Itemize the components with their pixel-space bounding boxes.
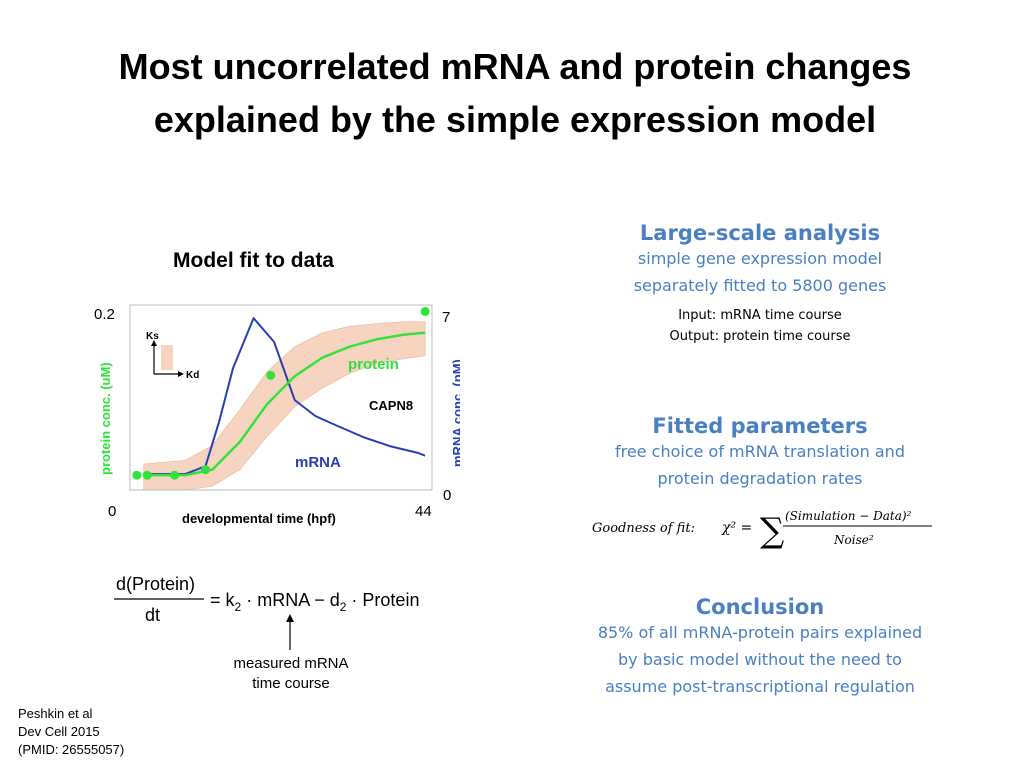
kd-label: Kd [186, 370, 199, 381]
protein-data-point [142, 470, 152, 480]
citation-pmid: (PMID: 26555057) [18, 742, 125, 757]
protein-data-point [201, 465, 210, 475]
plot-frame [129, 304, 433, 491]
large-scale-line-2: separately fitted to 5800 genes [633, 276, 887, 295]
conclusion-line-3: assume post-transcriptional regulation [605, 677, 915, 696]
kd-arrow-head [178, 371, 184, 377]
mrna-series-label: mRNA [295, 454, 341, 471]
y-right-max-label: 7 [442, 309, 450, 326]
y-left-max-label: 0.2 [94, 306, 115, 323]
rate-schematic: Ks Kd [146, 331, 199, 381]
protein-data-point [170, 470, 180, 480]
ks-label: Ks [146, 331, 159, 342]
model-fit-label: Model fit to data [173, 249, 334, 272]
conclusion-heading: Conclusion [695, 595, 825, 619]
large-scale-section: Large-scale analysis simple gene express… [560, 221, 960, 347]
conclusion-section: Conclusion 85% of all mRNA-protein pairs… [560, 595, 960, 700]
goodness-of-fit-formula: Goodness of fit: χ² = ∑ (Simulation − Da… [592, 509, 932, 551]
input-description: Input: mRNA time course [678, 308, 842, 323]
equation-mid: · mRNA − d [241, 590, 340, 610]
conclusion-line-1: 85% of all mRNA-protein pairs explained [597, 623, 923, 642]
mrna-pointer-arrow [286, 614, 294, 650]
protein-data-point [266, 370, 276, 380]
conclusion-line-2: by basic model without the need to [618, 650, 902, 669]
protein-data-point [132, 470, 142, 480]
citation: Peshkin et al Dev Cell 2015 (PMID: 26555… [18, 705, 124, 759]
x-max-label: 44 [415, 503, 432, 520]
output-description: Output: protein time course [669, 329, 851, 344]
citation-authors: Peshkin et al [18, 706, 93, 721]
protein-series-label: protein [348, 356, 399, 373]
citation-journal: Dev Cell 2015 [18, 724, 100, 739]
sum-symbol: ∑ [760, 511, 784, 551]
expression-model-equation: d(Protein) dt = k2 · mRNA − d2 · Protein [114, 574, 419, 625]
measured-mrna-note: measured mRNA time course [206, 654, 376, 694]
protein-confidence-band [143, 321, 426, 491]
y-right-axis-label: mRNA conc. (pM) [450, 359, 460, 467]
equation-k-sub: 2 [235, 600, 242, 614]
ks-arrow-head [151, 340, 157, 346]
model-fit-chart: 0.2 7 0 0 44 developmental time (hpf) pr… [94, 304, 460, 526]
rate-schematic-bar [161, 345, 173, 370]
gof-chi: χ² = [721, 520, 752, 536]
equation-k: = k [210, 590, 236, 610]
title-line-1: Most uncorrelated mRNA and protein chang… [118, 46, 912, 87]
large-scale-heading: Large-scale analysis [639, 221, 881, 245]
mrna-series-line [143, 317, 426, 476]
measured-mrna-line-1: measured mRNA [233, 655, 349, 672]
equation-rhs: = k2 · mRNA − d2 · Protein [210, 590, 419, 614]
gene-label: CAPN8 [369, 398, 413, 413]
equation-denominator-text: dt [145, 605, 160, 625]
title-line-2: explained by the simple expression model [153, 99, 877, 140]
protein-data-point [420, 306, 430, 316]
gof-label: Goodness of fit: [592, 521, 695, 536]
y-right-min-label: 0 [443, 487, 451, 504]
y-left-axis-label: protein conc. (uM) [98, 362, 113, 475]
equation-numerator: d(Protein) [116, 574, 195, 594]
gof-denominator: Noise² [833, 533, 874, 547]
fitted-parameters-line-1: free choice of mRNA translation and [615, 442, 905, 461]
gof-numerator: (Simulation − Data)² [785, 509, 912, 523]
slide-title: Most uncorrelated mRNA and protein chang… [40, 40, 990, 146]
equation-end: · Protein [346, 590, 419, 610]
equation-denominator: dt [145, 605, 160, 625]
fitted-parameters-line-2: protein degradation rates [657, 469, 863, 488]
large-scale-line-1: simple gene expression model [637, 249, 883, 268]
x-axis-label: developmental time (hpf) [182, 511, 336, 526]
x-min-label: 0 [108, 503, 116, 520]
fitted-parameters-heading: Fitted parameters [652, 414, 868, 438]
measured-mrna-line-2: time course [252, 675, 330, 692]
fitted-parameters-section: Fitted parameters free choice of mRNA tr… [560, 414, 960, 492]
equation-d-sub: 2 [340, 600, 347, 614]
